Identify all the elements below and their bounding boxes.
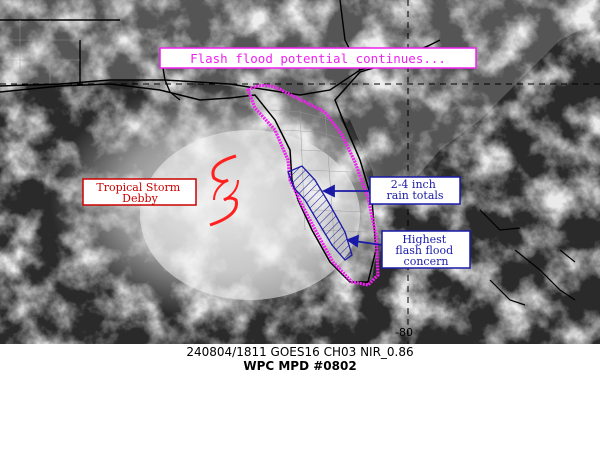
concern-label-line3: concern bbox=[404, 255, 449, 268]
rain-totals-label: 2-4 inch rain totals bbox=[369, 176, 461, 205]
annotation-arrows bbox=[321, 184, 383, 248]
concern-label: Highest flash flood concern bbox=[381, 230, 471, 269]
image-caption-line1: 240804/1811 GOES16 CH03 NIR_0.86 bbox=[186, 345, 414, 359]
storm-label-line2: Debby bbox=[122, 192, 158, 205]
concern-label-line1: Highest bbox=[402, 233, 446, 246]
image-caption-line2: WPC MPD #0802 bbox=[243, 359, 357, 373]
longitude-label: -80 bbox=[395, 326, 413, 339]
highest-concern-area bbox=[287, 165, 353, 261]
svg-text:2-4 inch rain totals: 2-4 inch rain totals bbox=[386, 178, 443, 202]
svg-text:Tropical Storm Debby: Tropical Storm Debby bbox=[96, 181, 183, 205]
storm-label: Tropical Storm Debby bbox=[82, 178, 197, 206]
rain-label-line2: rain totals bbox=[386, 189, 443, 202]
storm-label-line1: Tropical Storm bbox=[96, 181, 180, 194]
islands bbox=[479, 209, 576, 306]
rain-label-line1: 2-4 inch bbox=[391, 178, 436, 191]
svg-text:Highest flash flood: Highest flash flood concern bbox=[395, 233, 456, 268]
concern-label-line2: flash flood bbox=[395, 244, 453, 257]
satellite-map: -80 Flash flood potential continues... T… bbox=[0, 0, 600, 344]
headline-label: Flash flood potential continues... bbox=[159, 47, 477, 69]
headline-text: Flash flood potential continues... bbox=[190, 51, 446, 66]
tropical-storm-symbol bbox=[209, 154, 239, 227]
coastline bbox=[0, 39, 441, 283]
